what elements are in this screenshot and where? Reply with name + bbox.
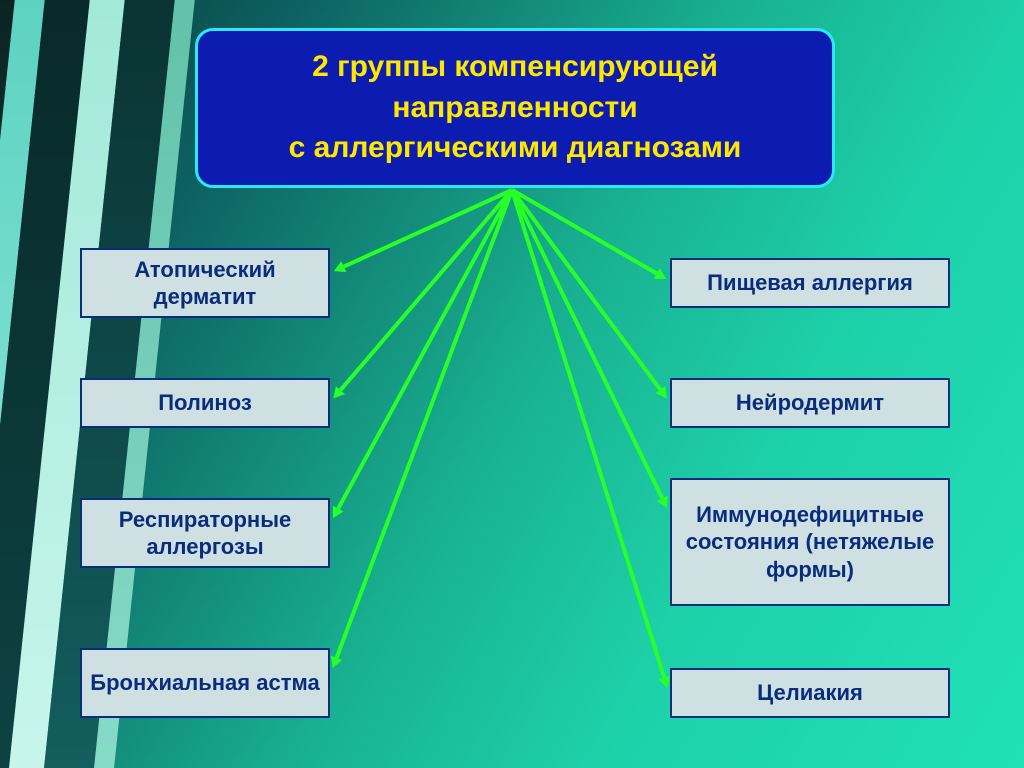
arrow-head-2 [333, 506, 344, 519]
arrow-head-4 [654, 268, 667, 279]
leaf-bronch-asthma: Бронхиальная астма [80, 648, 330, 718]
arrow-line-3 [337, 190, 512, 658]
arrow-head-6 [657, 496, 668, 509]
leaf-polinoz: Полиноз [80, 378, 330, 428]
leaf-resp-allergozy: Респираторные аллергозы [80, 498, 330, 568]
arrow-line-4 [512, 190, 657, 274]
arrow-line-6 [512, 190, 662, 498]
leaf-label: Иммунодефицитные состояния (нетяжелые фо… [680, 501, 940, 584]
arrow-line-7 [512, 190, 664, 678]
leaf-label: Бронхиальная астма [90, 669, 319, 697]
leaf-celiac: Целиакия [670, 668, 950, 718]
leaf-label: Целиакия [757, 679, 863, 707]
arrow-line-2 [338, 190, 512, 509]
leaf-label: Полиноз [158, 389, 252, 417]
leaf-immunodef: Иммунодефицитные состояния (нетяжелые фо… [670, 478, 950, 606]
arrow-head-1 [333, 386, 345, 398]
title-text: 2 группы компенсирующей направленности с… [214, 47, 816, 169]
leaf-atopic-dermatitis: Атопический дерматит [80, 248, 330, 318]
arrow-head-0 [334, 261, 347, 272]
title-box: 2 группы компенсирующей направленности с… [195, 28, 835, 188]
arrow-line-5 [512, 190, 660, 390]
leaf-neurodermit: Нейродермит [670, 378, 950, 428]
arrow-head-7 [658, 676, 670, 688]
arrow-line-1 [340, 190, 512, 390]
leaf-label: Нейродермит [736, 389, 884, 417]
leaf-label: Пищевая аллергия [707, 269, 913, 297]
leaf-label: Респираторные аллергозы [90, 506, 320, 561]
leaf-label: Атопический дерматит [90, 256, 320, 311]
arrow-line-0 [344, 190, 512, 267]
leaf-food-allergy: Пищевая аллергия [670, 258, 950, 308]
arrow-head-3 [331, 656, 342, 668]
arrow-head-5 [655, 386, 666, 398]
